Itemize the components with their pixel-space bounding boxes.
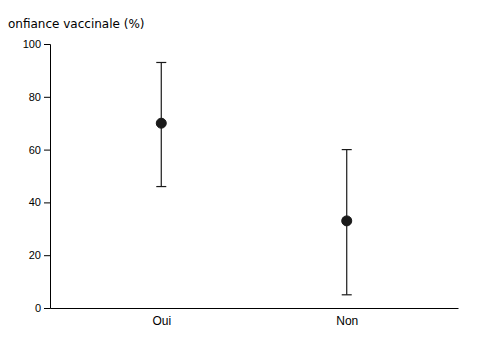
y-tick: 80 [29,91,50,103]
y-tick-mark [44,97,50,98]
y-tick-label: 60 [29,144,41,156]
y-axis-line [44,45,51,309]
y-tick: 20 [29,249,50,261]
y-tick-label: 40 [29,196,41,208]
marks [156,62,351,294]
point [342,216,352,226]
plot-area: 0 20 40 60 80 100 Oui Non [23,38,459,328]
error-bar [342,150,352,295]
y-tick-label: 0 [35,302,41,314]
x-tick: Oui [152,308,171,328]
chart: 0 20 40 60 80 100 Oui Non onfiance vaccinale (%) [0,0,482,344]
x-tick: Non [336,308,358,328]
y-tick-label: 100 [23,38,41,50]
y-tick-label: 80 [29,91,41,103]
error-cap-upper [342,149,352,150]
y-axis-title: onfiance vaccinale (%) [8,17,145,31]
y-tick-mark [44,44,50,45]
y-axis: 0 20 40 60 80 100 [23,38,51,314]
y-tick-mark [44,202,50,203]
x-tick-label: Oui [152,314,171,328]
x-axis-line [51,308,459,309]
y-tick-mark [44,255,50,256]
y-tick-label: 20 [29,249,41,261]
x-tick-label: Non [336,314,358,328]
y-tick: 60 [29,144,50,156]
y-tick-mark [44,308,50,309]
y-tick: 100 [23,38,50,50]
y-tick-mark [44,150,50,151]
error-cap-upper [156,62,166,63]
error-bar [156,62,166,186]
y-tick: 40 [29,196,50,208]
point [156,118,166,128]
x-axis: Oui Non [51,308,459,328]
error-cap-lower [156,186,166,187]
error-cap-lower [342,294,352,295]
y-tick: 0 [35,302,50,314]
